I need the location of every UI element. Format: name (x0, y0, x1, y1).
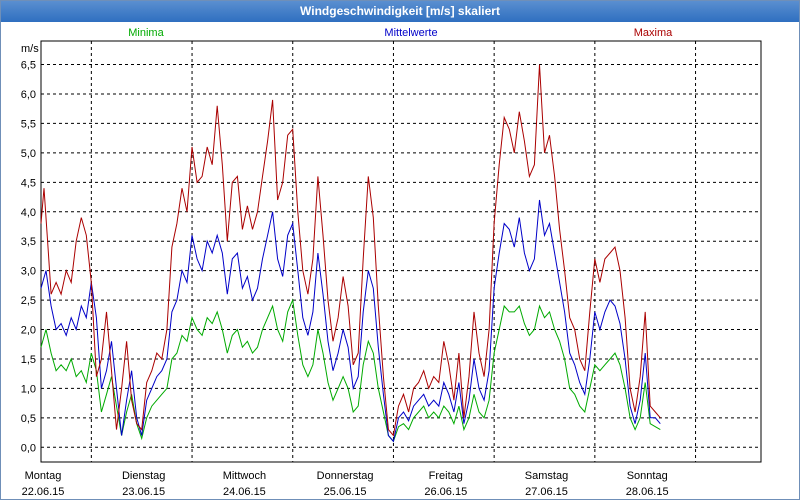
wind-speed-chart: 0,0 0,5 1,0 1,5 2,0 2,5 3,0 3,5 4,0 4,5 5,0 5,5 6,0 6… (21, 27, 762, 498)
y-tick-label: 4,5 (21, 177, 36, 189)
window-title: Windgeschwindigkeit [m/s] skaliert (1, 1, 799, 22)
x-day-label: Freitag (429, 470, 463, 482)
series-line-minima (40, 298, 661, 443)
y-tick-label: 5,5 (21, 118, 36, 130)
legend-entry-maxima: Maxima (634, 27, 673, 39)
x-date-label: 24.06.15 (223, 486, 266, 498)
y-tick-label: 2,0 (21, 325, 36, 337)
y-tick-label: 0,0 (21, 442, 36, 454)
x-day-label: Samstag (525, 470, 568, 482)
y-tick-label: 0,5 (21, 413, 36, 425)
x-date-label: 28.06.15 (626, 486, 669, 498)
x-day-label: Dienstag (122, 470, 165, 482)
y-tick-label: 6,0 (21, 89, 36, 101)
legend-entry-mittelwerte: Mittelwerte (384, 27, 437, 39)
x-date-label: 26.06.15 (424, 486, 467, 498)
y-tick-label: 2,5 (21, 295, 36, 307)
y-tick-label: 5,0 (21, 148, 36, 160)
x-day-label: Montag (25, 470, 62, 482)
y-tick-label: 1,0 (21, 383, 36, 395)
y-tick-label: 6,5 (21, 60, 36, 72)
x-date-label: 27.06.15 (525, 486, 568, 498)
x-day-label: Sonntag (627, 470, 668, 482)
x-date-label: 23.06.15 (122, 486, 165, 498)
y-axis-label: m/s (21, 43, 39, 55)
x-date-label: 25.06.15 (324, 486, 367, 498)
y-tick-label: 4,0 (21, 207, 36, 219)
series-line-mittelwerte (40, 199, 661, 443)
series-line-maxima (40, 64, 661, 437)
legend-entry-minima: Minima (128, 27, 164, 39)
x-day-label: Donnerstag (317, 470, 374, 482)
y-tick-label: 3,5 (21, 236, 36, 248)
x-date-label: 22.06.15 (22, 486, 65, 498)
plot-area (40, 40, 762, 463)
y-tick-label: 3,0 (21, 266, 36, 278)
y-tick-label: 1,5 (21, 354, 36, 366)
x-day-label: Mittwoch (223, 470, 266, 482)
